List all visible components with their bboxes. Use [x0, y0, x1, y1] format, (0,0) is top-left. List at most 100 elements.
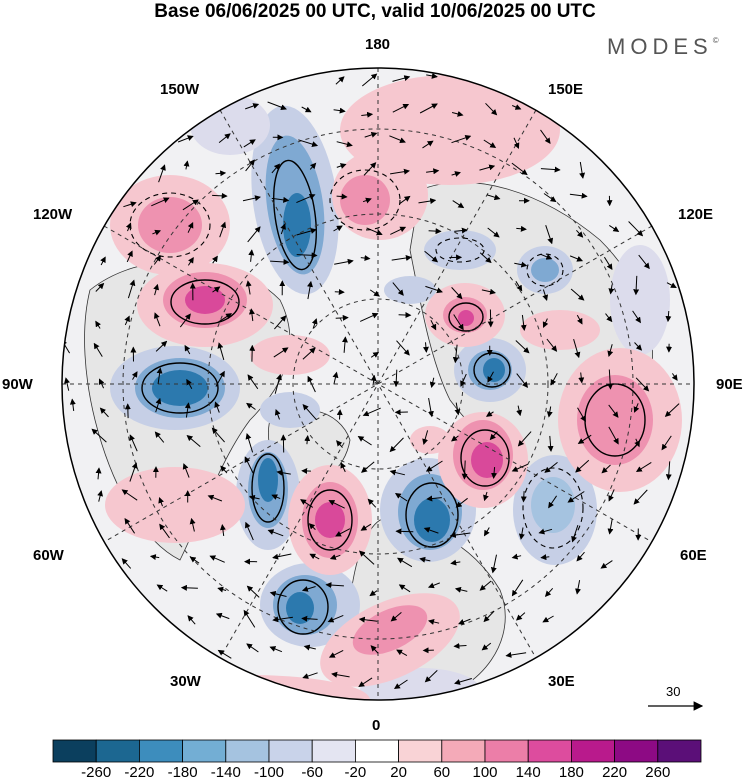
logo-text: MODES — [607, 34, 713, 59]
wind-vector — [517, 431, 532, 447]
wind-vector — [483, 139, 497, 148]
wind-vector — [390, 168, 410, 175]
wind-vector — [361, 111, 374, 118]
wind-vector — [272, 616, 293, 623]
colorbar-swatch — [268, 739, 313, 763]
wind-vector — [461, 460, 468, 480]
wind-vector — [95, 467, 102, 480]
wind-vector — [244, 456, 254, 474]
wind-vector — [479, 580, 492, 591]
wind-vector — [186, 434, 201, 447]
wind-vector — [454, 402, 461, 416]
wind-vector — [516, 373, 529, 388]
map-title: Base 06/06/2025 00 UTC, valid 10/06/2025… — [154, 1, 596, 22]
wind-vector — [486, 194, 501, 201]
wind-vector — [95, 282, 105, 292]
wind-vector — [335, 528, 351, 537]
wind-vector — [511, 162, 528, 176]
anomaly-field — [62, 68, 694, 700]
wind-vector — [358, 616, 378, 623]
wind-vector — [131, 371, 138, 380]
wind-vector — [91, 428, 107, 443]
wind-vector — [364, 131, 378, 138]
wind-vector — [418, 198, 437, 205]
wind-vector — [428, 228, 442, 235]
wind-vector — [93, 342, 103, 357]
colorbar-tick-label: 20 — [390, 764, 407, 781]
wind-vector — [520, 314, 527, 331]
wind-vector — [219, 524, 226, 536]
wind-vector — [296, 194, 316, 204]
wind-vector — [389, 437, 404, 453]
colorbar-swatch — [139, 739, 184, 763]
wind-vector — [392, 282, 404, 296]
wind-vector — [362, 407, 381, 417]
wind-vector — [576, 314, 583, 325]
colorbar-tick-label: -180 — [167, 764, 198, 781]
wind-vector — [359, 312, 379, 322]
wind-vector — [154, 431, 165, 443]
wind-vector — [422, 342, 429, 353]
wind-vector — [296, 252, 318, 259]
colorbar-tick-label: -220 — [124, 764, 155, 781]
wind-vector — [449, 532, 471, 538]
wind-vector — [152, 229, 162, 236]
wind-vector — [333, 107, 346, 114]
wind-vector — [608, 404, 619, 418]
wind-vector — [336, 141, 353, 148]
dashed-contours — [129, 169, 584, 549]
wind-vector — [242, 195, 261, 202]
wind-vector — [209, 555, 225, 563]
wind-vector — [217, 649, 232, 659]
wind-vector — [575, 580, 581, 595]
wind-vector — [573, 338, 581, 359]
wind-vector — [211, 255, 218, 264]
wind-vector — [304, 435, 311, 445]
colorbar-swatch — [354, 739, 399, 763]
wind-vector — [569, 255, 584, 262]
wind-vector — [550, 373, 558, 386]
lon-label-90w: 90W — [2, 376, 33, 393]
wind-vector — [424, 670, 438, 683]
wind-vector — [542, 318, 549, 329]
colorbar-swatch — [657, 739, 702, 763]
wind-vector — [245, 280, 252, 295]
colorbar-swatch — [52, 739, 97, 763]
wind-vector — [607, 518, 614, 535]
wind-vector — [540, 253, 553, 260]
wind-vector — [515, 281, 523, 292]
colorbar-swatch — [182, 739, 227, 763]
wind-vector — [430, 319, 437, 331]
wind-vector — [569, 192, 588, 199]
logo-mark: © — [712, 36, 719, 45]
colorbar-tick-label: -60 — [301, 764, 324, 781]
wind-vector — [520, 491, 527, 503]
wind-vector — [64, 377, 70, 391]
wind-vector — [151, 197, 170, 207]
colorbar-swatch — [95, 739, 140, 763]
wind-vector — [600, 560, 613, 569]
wind-vector — [518, 527, 525, 540]
wind-vector — [390, 612, 402, 622]
wind-vector — [429, 377, 436, 388]
wind-vector — [156, 367, 163, 384]
wind-vector — [218, 133, 231, 143]
colorbar-tick-label: -20 — [344, 764, 367, 781]
wind-vector — [361, 73, 378, 87]
wind-vector — [153, 312, 161, 327]
modes-logo: MODES© — [607, 34, 719, 60]
wind-vector — [336, 193, 348, 200]
wind-vector — [220, 465, 228, 474]
wind-vector — [214, 401, 220, 413]
wind-vector — [567, 491, 585, 503]
wind-vector — [451, 435, 459, 442]
wind-vector — [370, 645, 379, 654]
wind-vector — [451, 134, 472, 144]
colorbar-tick-label: 180 — [558, 764, 584, 781]
wind-vector — [514, 261, 528, 268]
wind-vector — [123, 201, 137, 208]
wind-vector — [245, 159, 255, 172]
wind-vector — [302, 404, 317, 421]
wind-vector — [369, 590, 378, 597]
wind-vector — [180, 584, 198, 591]
